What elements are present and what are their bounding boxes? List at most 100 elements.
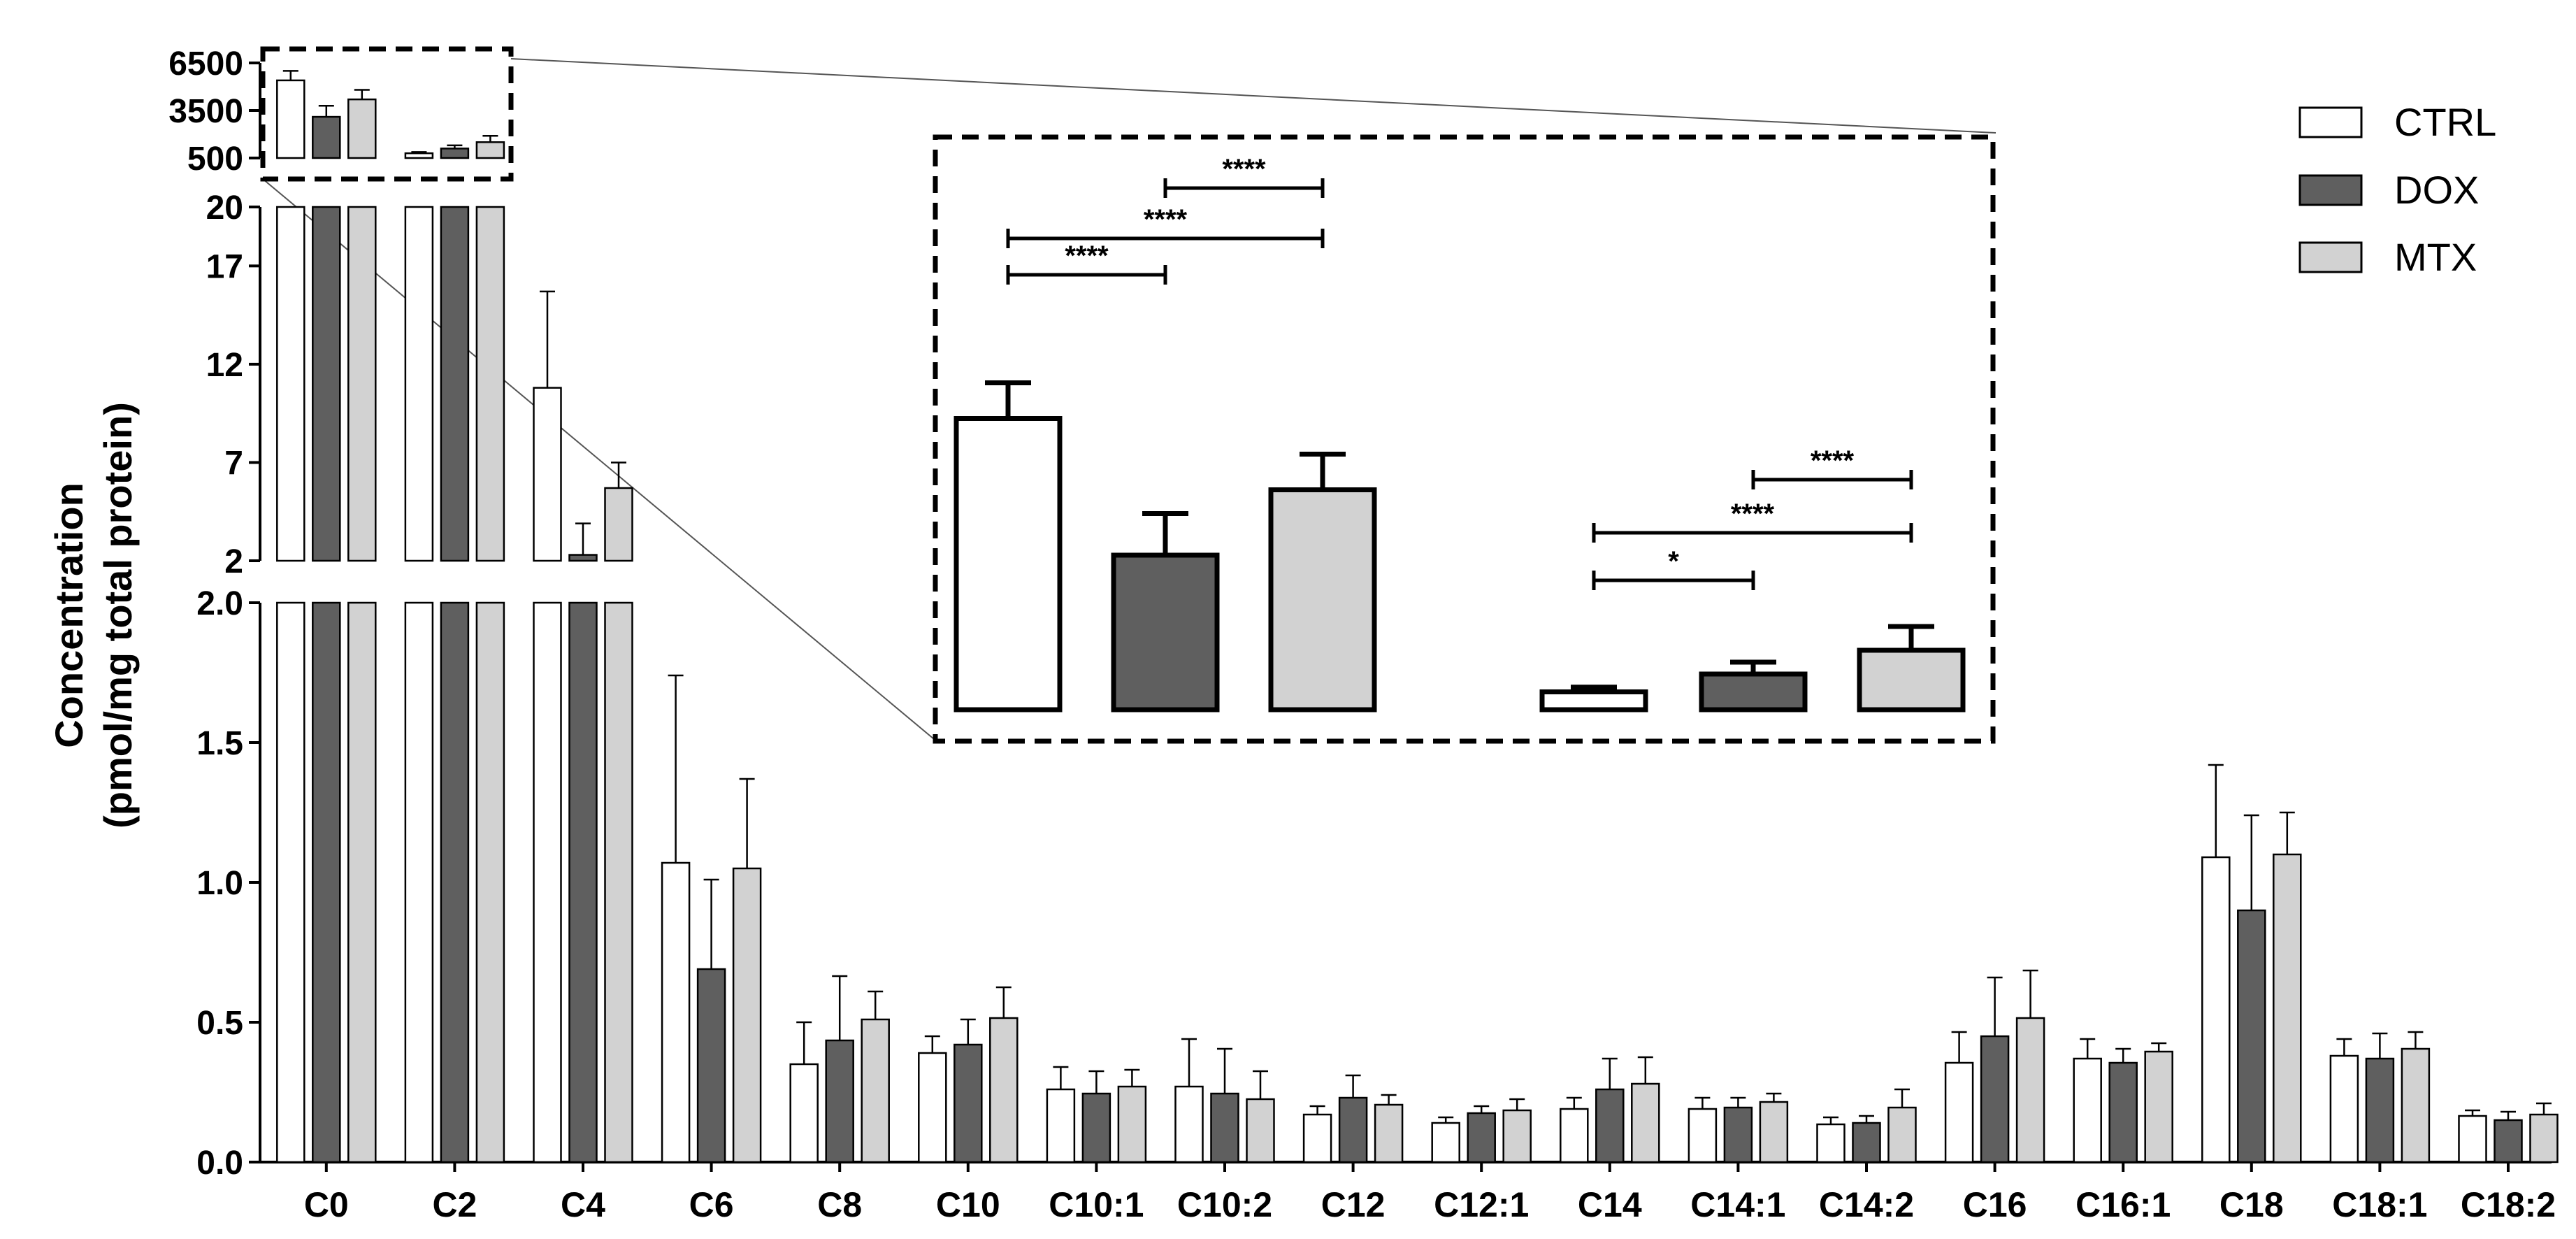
bar-ctrl-c4 [533,601,562,1163]
bar-ctrl-c4-mid [533,387,562,562]
bar-ctrl-c12-1 [1431,1122,1460,1163]
x-tick-label: C10:1 [1049,1185,1144,1224]
x-tick-label: C0 [304,1185,349,1224]
y-axis-title-line1: Concentration [47,482,91,748]
x-tick-label: C14:1 [1690,1185,1785,1224]
y-tick-label: 2.0 [196,585,243,622]
y-axis-title-line2: (pmol/mg total protein) [96,402,140,829]
bar-ctrl-c14 [1560,1108,1589,1163]
bar-dox-c14 [1595,1088,1625,1163]
legend-swatch-ctrl [2298,106,2363,138]
bar-mtx-c2-mid [475,206,505,562]
y-tick-label: 7 [224,445,243,482]
bar-ctrl-c16-1 [2073,1057,2102,1163]
bar-dox-c18-1 [2365,1057,2395,1163]
y-tick-label: 17 [206,248,243,285]
inset-bar-ctrl-c2 [1539,689,1648,712]
x-tick-label: C6 [689,1185,734,1224]
x-tick-label: C10:2 [1177,1185,1272,1224]
bar-dox-c10 [954,1043,983,1163]
bar-dox-c12 [1338,1096,1368,1163]
bar-ctrl-c2-top [404,152,434,159]
bar-ctrl-c16 [1944,1061,1974,1163]
bar-dox-c16-1 [2108,1061,2138,1163]
bar-mtx-c16-1 [2144,1050,2173,1163]
x-tick-label: C10 [936,1185,1000,1224]
x-tick-label: C4 [561,1185,605,1224]
bar-mtx-c4-mid [604,487,633,562]
bar-dox-c18 [2237,909,2266,1163]
x-tick-label: C18:1 [2332,1185,2427,1224]
bar-dox-c2 [440,601,470,1163]
bar-mtx-c10-2 [1246,1098,1275,1163]
bar-dox-c0-mid [312,206,341,562]
significance-label: * [1668,546,1679,577]
x-tick-label: C2 [432,1185,477,1224]
inset-bar-mtx-c0 [1268,487,1377,712]
x-tick-label: C12:1 [1434,1185,1529,1224]
inset-bar-ctrl-c0 [954,416,1063,712]
y-tick-label: 0.5 [196,1005,243,1042]
bar-ctrl-c2 [404,601,434,1163]
bar-mtx-c14-1 [1759,1101,1789,1163]
x-tick-label: C14 [1578,1185,1642,1224]
bar-mtx-c16 [2015,1017,2045,1163]
zoom-source-box [260,46,514,182]
bar-dox-c4 [568,601,598,1163]
y-tick-label: 6500 [168,45,243,83]
bar-ctrl-c12 [1302,1113,1332,1163]
bar-ctrl-c6 [661,861,691,1163]
bar-mtx-c6 [732,867,762,1163]
y-tick-label: 2 [224,543,243,580]
x-tick-label: C16 [1963,1185,2027,1224]
y-tick-label: 20 [206,189,243,227]
x-tick-label: C16:1 [2075,1185,2171,1224]
legend-swatch-mtx [2298,241,2363,273]
bar-dox-c10-1 [1081,1092,1111,1163]
inset-bar-dox-c0 [1111,552,1220,712]
bar-ctrl-c0-top [276,79,305,159]
x-tick-label: C14:2 [1819,1185,1914,1224]
bar-ctrl-c10 [918,1052,947,1163]
y-axis-title: Concentration (pmol/mg total protein) [47,402,140,829]
bar-ctrl-c18-1 [2329,1054,2359,1163]
bar-dox-c10-2 [1210,1092,1239,1163]
bar-mtx-c18-1 [2401,1047,2431,1163]
axis-labels: Concentration (pmol/mg total protein) [47,402,140,829]
bar-dox-c16 [1980,1035,2010,1163]
significance-label: **** [1222,154,1266,185]
bars [276,70,2559,1163]
significance-label: **** [1144,204,1188,235]
y-tick-label: 1.0 [196,865,243,902]
inset-border [933,134,1996,744]
x-tick-label: C12 [1321,1185,1386,1224]
bar-dox-c18-2 [2494,1119,2523,1163]
bar-ctrl-c0-mid [276,206,305,562]
legend-label-ctrl: CTRL [2394,100,2496,144]
bar-dox-c2-mid [440,206,470,562]
bar-ctrl-c10-2 [1174,1085,1204,1163]
bar-mtx-c0 [347,601,377,1163]
bar-mtx-c4 [604,601,633,1163]
bar-ctrl-c8 [789,1063,819,1163]
bar-mtx-c0-top [347,98,377,159]
x-tick-label: C18:2 [2461,1185,2556,1224]
legend: CTRL DOX MTX [2298,100,2496,279]
bar-ctrl-c0 [276,601,305,1163]
bar-dox-c0 [312,601,341,1163]
bar-mtx-c10-1 [1117,1085,1147,1163]
bar-mtx-c12-1 [1502,1109,1532,1163]
zoom-connector-top [510,58,1996,134]
bar-ctrl-c14-2 [1816,1123,1845,1163]
axes: 0.0 0.5 1.0 1.5 2.0 2 7 12 17 20 500 3500 6500 C0 C2 C4… [168,45,2556,1224]
bar-dox-c2-top [440,148,470,159]
bar-ctrl-c2-mid [404,206,434,562]
bar-mtx-c18 [2273,853,2302,1163]
significance-label: **** [1065,241,1109,271]
y-tick-label: 0.0 [196,1145,243,1182]
bar-dox-c4-mid [568,554,598,562]
y-tick-label: 12 [206,347,243,384]
bar-dox-c12-1 [1467,1112,1496,1163]
bar-mtx-c8 [861,1018,890,1163]
